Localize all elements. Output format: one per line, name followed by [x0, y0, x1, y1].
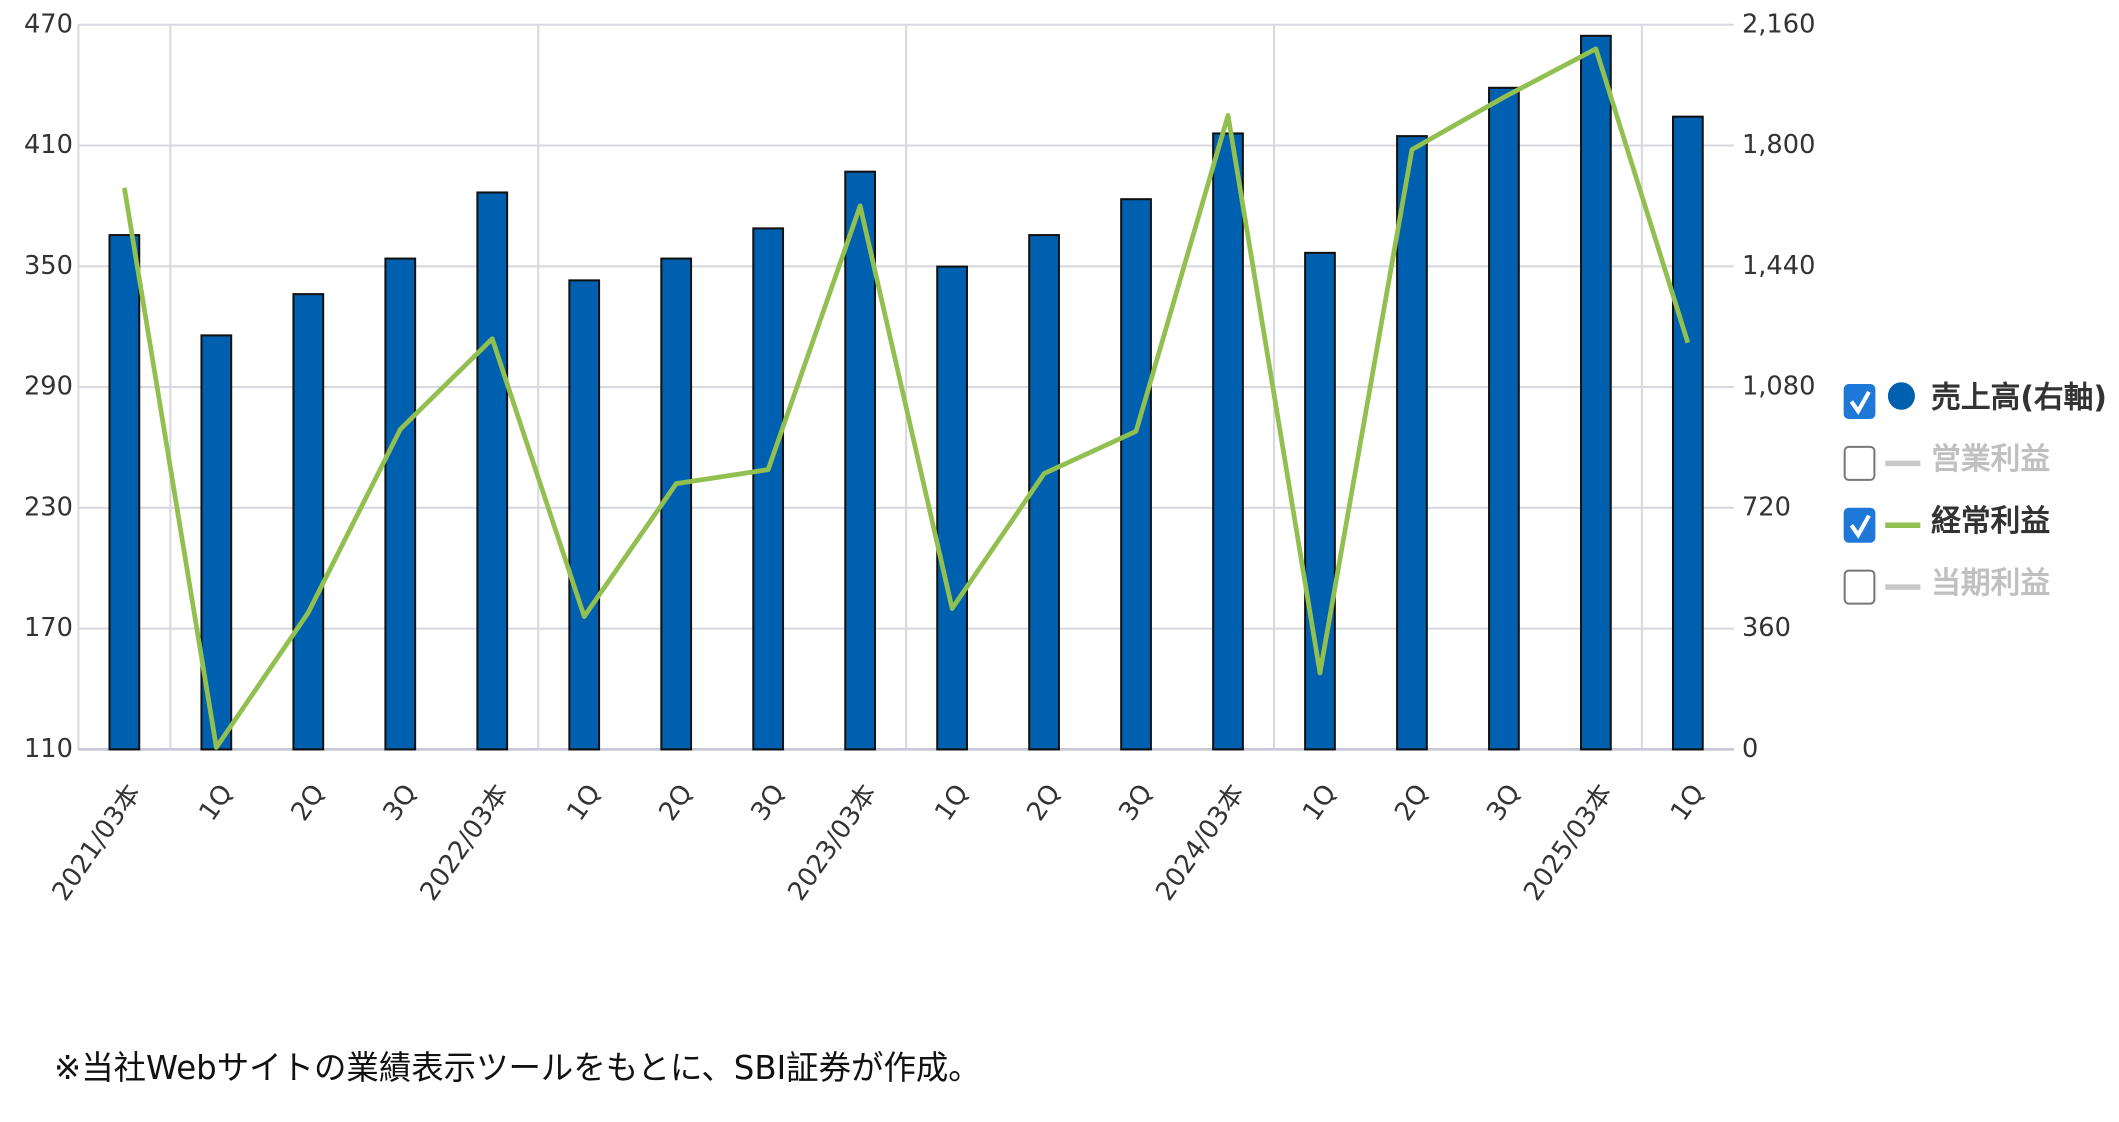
- x-tick-label: 2Q: [286, 779, 331, 827]
- bar: [752, 227, 785, 751]
- legend-label: 経常利益: [1931, 504, 2050, 539]
- legend-checkbox: [1843, 445, 1876, 481]
- y-tick-label: 110: [24, 734, 73, 764]
- x-tick-label: 2Q: [653, 779, 698, 827]
- x-tick-label: 2Q: [1389, 779, 1434, 827]
- y-tick-label: 470: [24, 9, 73, 39]
- bar: [936, 265, 968, 751]
- legend-label: 売上高(右軸): [1931, 380, 2107, 415]
- legend-item[interactable]: 当期利益: [1843, 566, 2050, 605]
- y-tick-label: 410: [24, 130, 73, 160]
- x-tick-label: 3Q: [1481, 779, 1526, 827]
- y2-tick-label: 1,800: [1742, 130, 1815, 160]
- legend-item[interactable]: 営業利益: [1843, 442, 2050, 481]
- legend-checkbox: [1843, 507, 1876, 543]
- y2-tick-label: 1,080: [1742, 371, 1815, 401]
- x-tick-label: 3Q: [745, 779, 790, 827]
- bar: [108, 234, 141, 751]
- x-tick-label: 3Q: [378, 779, 423, 827]
- x-tick-label: 2025/03本: [1518, 779, 1618, 907]
- bar: [1488, 86, 1520, 751]
- x-tick-label: 1Q: [561, 779, 606, 827]
- x-tick-label: 2024/03本: [1150, 779, 1250, 907]
- footnote: ※当社Webサイトの業績表示ツールをもとに、SBI証券が作成。: [54, 1049, 981, 1087]
- check-mark: [1849, 514, 1871, 539]
- y-tick-label: 290: [24, 371, 73, 401]
- x-tick-label: 1Q: [929, 779, 974, 827]
- x-tick-label: 1Q: [1297, 779, 1342, 827]
- y2-tick-label: 720: [1742, 492, 1791, 522]
- x-tick-label: 2Q: [1021, 779, 1066, 827]
- legend-checkbox: [1843, 383, 1876, 420]
- bar: [660, 257, 693, 751]
- legend-item[interactable]: 売上高(右軸): [1843, 380, 2107, 420]
- legend-label: 営業利益: [1931, 442, 2050, 477]
- bar: [384, 257, 417, 751]
- bar: [1580, 34, 1612, 751]
- legend-symbol: [1887, 382, 1915, 410]
- bar: [1212, 132, 1244, 751]
- legend-item[interactable]: 経常利益: [1843, 504, 2050, 543]
- legend-label: 当期利益: [1931, 566, 2050, 601]
- y-tick-label: 230: [24, 492, 73, 522]
- x-tick-label: 1Q: [194, 779, 239, 827]
- bar: [1396, 135, 1428, 751]
- x-tick-label: 3Q: [1113, 779, 1158, 827]
- bar: [1120, 198, 1152, 751]
- bar: [1671, 115, 1704, 751]
- y2-tick-label: 1,440: [1742, 251, 1815, 281]
- y2-tick-label: 360: [1742, 613, 1791, 643]
- x-tick-label: 1Q: [1665, 779, 1710, 827]
- x-tick-label: 2023/03本: [782, 779, 882, 907]
- line: [122, 46, 1691, 750]
- bar: [476, 191, 509, 751]
- check-mark: [1849, 390, 1871, 415]
- y2-tick-label: 2,160: [1742, 9, 1815, 39]
- y2-tick-label: 0: [1742, 734, 1758, 764]
- y-tick-label: 170: [24, 613, 73, 643]
- x-tick-label: 2022/03本: [415, 779, 515, 907]
- bar: [568, 279, 601, 751]
- y-tick-label: 350: [24, 251, 73, 281]
- bar: [844, 170, 877, 751]
- bar: [292, 293, 325, 751]
- x-tick-label: 2021/03本: [47, 779, 147, 907]
- legend-checkbox: [1843, 569, 1876, 605]
